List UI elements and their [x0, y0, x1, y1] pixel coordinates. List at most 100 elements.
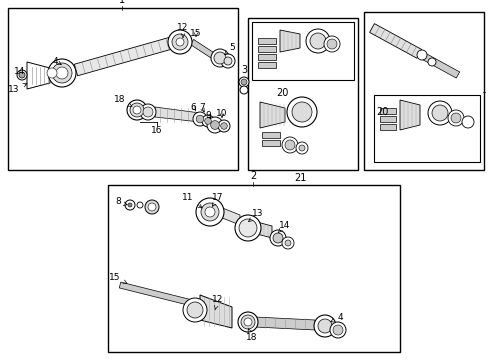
Polygon shape — [220, 207, 240, 225]
Polygon shape — [254, 317, 314, 330]
Circle shape — [48, 59, 76, 87]
Circle shape — [210, 49, 228, 67]
Circle shape — [125, 200, 135, 210]
Polygon shape — [258, 46, 275, 52]
Text: 2: 2 — [249, 171, 256, 181]
Text: 15: 15 — [109, 273, 126, 283]
Circle shape — [272, 233, 283, 243]
Circle shape — [130, 103, 143, 117]
Circle shape — [235, 215, 261, 241]
Polygon shape — [119, 282, 200, 308]
Polygon shape — [262, 132, 280, 138]
Circle shape — [332, 325, 342, 335]
Circle shape — [241, 79, 246, 85]
Bar — [247, 18, 357, 170]
Circle shape — [291, 102, 311, 122]
Text: 13: 13 — [8, 84, 27, 94]
Circle shape — [317, 319, 331, 333]
Text: 14: 14 — [278, 220, 290, 233]
Polygon shape — [258, 62, 275, 68]
Polygon shape — [74, 36, 176, 76]
Circle shape — [309, 33, 325, 49]
Bar — [8, 8, 238, 170]
Circle shape — [285, 140, 294, 150]
Polygon shape — [200, 295, 231, 328]
Text: 18: 18 — [246, 329, 257, 342]
Bar — [108, 185, 399, 352]
Polygon shape — [27, 62, 50, 89]
Text: 10: 10 — [216, 109, 227, 118]
Circle shape — [282, 137, 297, 153]
Circle shape — [210, 121, 219, 129]
Circle shape — [142, 107, 153, 117]
Polygon shape — [280, 30, 299, 52]
Circle shape — [313, 315, 335, 337]
Text: 20: 20 — [275, 88, 287, 98]
Polygon shape — [417, 51, 459, 78]
Polygon shape — [262, 140, 280, 146]
Circle shape — [17, 70, 27, 80]
Circle shape — [214, 52, 225, 64]
Circle shape — [186, 302, 203, 318]
Polygon shape — [190, 40, 216, 59]
Circle shape — [447, 110, 463, 126]
Polygon shape — [258, 54, 275, 60]
Circle shape — [286, 97, 316, 127]
Polygon shape — [399, 100, 419, 130]
Circle shape — [239, 77, 248, 87]
Circle shape — [127, 100, 147, 120]
Circle shape — [206, 117, 223, 133]
Text: 4: 4 — [52, 57, 61, 66]
Text: 6: 6 — [190, 103, 196, 112]
Circle shape — [285, 240, 290, 246]
Text: 3: 3 — [241, 65, 246, 75]
Bar — [373, 95, 479, 162]
Polygon shape — [379, 108, 395, 114]
Circle shape — [238, 312, 258, 332]
Circle shape — [137, 202, 142, 208]
Polygon shape — [379, 116, 395, 122]
Bar — [363, 12, 483, 170]
Circle shape — [168, 30, 192, 54]
Circle shape — [148, 203, 156, 211]
Text: 4: 4 — [330, 314, 342, 323]
Circle shape — [295, 142, 307, 154]
Text: 8: 8 — [115, 198, 127, 207]
Circle shape — [282, 237, 293, 249]
Text: 19: 19 — [486, 87, 488, 97]
Circle shape — [202, 115, 214, 127]
Text: 1: 1 — [119, 0, 125, 5]
Circle shape — [221, 54, 235, 68]
Circle shape — [269, 230, 285, 246]
Circle shape — [193, 112, 206, 126]
Circle shape — [204, 207, 215, 217]
Circle shape — [140, 104, 156, 120]
Circle shape — [324, 36, 339, 52]
Circle shape — [461, 116, 473, 128]
Text: 16: 16 — [151, 126, 163, 135]
Text: 14: 14 — [14, 68, 25, 77]
Text: 7: 7 — [199, 104, 204, 112]
Circle shape — [427, 101, 451, 125]
Circle shape — [431, 105, 447, 121]
Polygon shape — [155, 107, 200, 122]
Text: 21: 21 — [293, 173, 305, 183]
Circle shape — [427, 58, 435, 66]
Polygon shape — [369, 24, 421, 58]
Polygon shape — [379, 124, 395, 130]
Circle shape — [56, 67, 68, 79]
Circle shape — [201, 203, 219, 221]
Bar — [251, 22, 353, 80]
Text: 18: 18 — [114, 95, 132, 106]
Circle shape — [52, 63, 72, 83]
Circle shape — [145, 200, 159, 214]
Text: 17: 17 — [212, 194, 224, 206]
Polygon shape — [260, 102, 285, 128]
Circle shape — [19, 72, 25, 78]
Text: 20: 20 — [375, 107, 387, 117]
Circle shape — [47, 68, 57, 78]
Circle shape — [241, 315, 254, 329]
Circle shape — [196, 198, 224, 226]
Circle shape — [218, 120, 229, 132]
Polygon shape — [258, 38, 275, 44]
